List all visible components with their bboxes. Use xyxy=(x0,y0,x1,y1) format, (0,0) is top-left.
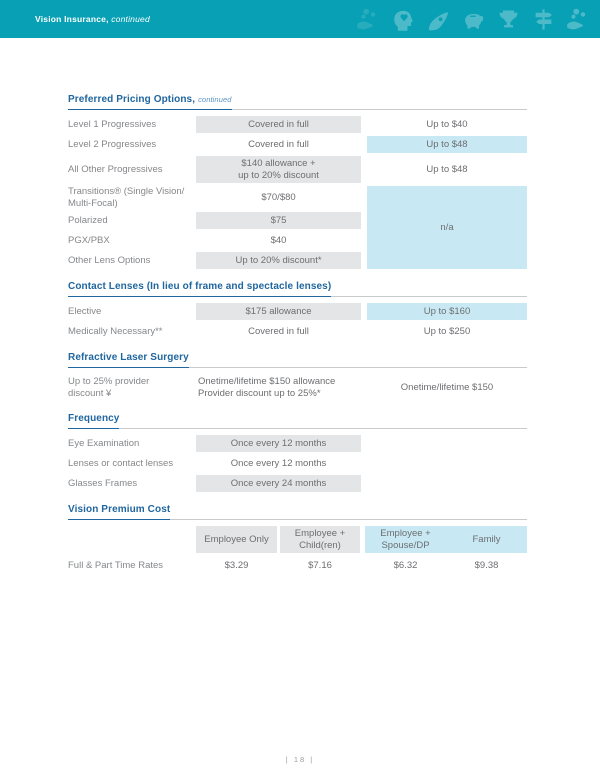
column-header-employee-spouse: Employee + Spouse/DP xyxy=(365,526,446,553)
page-header-title: Vision Insurance, continued xyxy=(35,14,150,24)
rocket-icon[interactable] xyxy=(425,6,452,33)
heading-rule xyxy=(170,504,527,520)
heading-text: Refractive Laser Surgery xyxy=(68,352,189,363)
row-label: PGX/PBX xyxy=(68,234,110,246)
rate-value: $9.38 xyxy=(474,559,499,571)
row-label: Lenses or contact lenses xyxy=(68,457,174,469)
rate-value: $6.32 xyxy=(393,559,418,571)
cell-middle: Onetime/lifetime $150 allowance Provider… xyxy=(198,376,336,399)
cell-middle: Once every 12 months xyxy=(196,435,361,452)
cell-middle: Covered in full xyxy=(248,138,309,150)
rate-value: $7.16 xyxy=(308,559,332,571)
cell-middle: Up to 20% discount* xyxy=(196,252,361,269)
premium-table: Employee Only Employee + Child(ren) Empl… xyxy=(68,526,527,574)
page-header-title-suffix: continued xyxy=(111,14,150,24)
column-header-employee-only: Employee Only xyxy=(196,526,277,553)
cell-middle: $40 xyxy=(270,234,287,246)
heading-rule xyxy=(119,413,527,429)
heading-rule xyxy=(231,94,527,110)
heading-text: Frequency xyxy=(68,413,120,424)
heading-suffix: continued xyxy=(198,95,232,104)
hand-coins-icon[interactable] xyxy=(355,6,382,33)
document-body: Preferred Pricing Options, continued Leve… xyxy=(0,38,527,574)
heading-rule xyxy=(331,281,527,297)
heading-rule xyxy=(188,352,527,368)
na-cell: n/a xyxy=(367,186,527,269)
row-label: Level 1 Progressives xyxy=(68,118,157,130)
cell-middle: Covered in full xyxy=(248,325,309,337)
cell-right: Up to $250 xyxy=(423,325,471,337)
heading-text: Vision Premium Cost xyxy=(68,504,171,515)
cell-right: Up to $48 xyxy=(367,136,527,153)
row-label: Level 2 Progressives xyxy=(68,138,157,150)
section-nav-icons xyxy=(355,6,592,33)
row-label: Medically Necessary** xyxy=(68,325,163,337)
section-heading-contact-lenses: Contact Lenses (In lieu of frame and spe… xyxy=(68,281,527,297)
column-header-family: Family xyxy=(446,526,527,553)
row-label: Other Lens Options xyxy=(68,254,151,266)
cell-middle: $140 allowance + up to 20% discount xyxy=(196,156,361,183)
cell-right: Onetime/lifetime $150 xyxy=(400,381,494,393)
cell-middle: $175 allowance xyxy=(196,303,361,320)
row-label: Up to 25% provider discount ¥ xyxy=(68,376,150,399)
refractive-table: Up to 25% provider discount ¥ Onetime/li… xyxy=(68,374,527,401)
contact-lenses-table: Elective $175 allowance Up to $160 Medic… xyxy=(68,303,527,340)
piggy-bank-icon[interactable] xyxy=(460,6,487,33)
section-heading-frequency: Frequency xyxy=(68,413,527,429)
row-label: Transitions® (Single Vision/ Multi-Focal… xyxy=(68,186,185,209)
cell-right: Up to $40 xyxy=(426,118,468,130)
page-header-title-text: Vision Insurance, xyxy=(35,14,109,24)
row-label: Eye Examination xyxy=(68,437,140,449)
row-label: All Other Progressives xyxy=(68,163,163,175)
page-number: | 18 | xyxy=(285,755,315,764)
head-heart-icon[interactable] xyxy=(390,6,417,33)
cell-right: Up to $48 xyxy=(426,163,468,175)
cell-middle: $75 xyxy=(196,212,361,229)
section-heading-premium: Vision Premium Cost xyxy=(68,504,527,520)
row-label: Polarized xyxy=(68,214,108,226)
cell-middle: Covered in full xyxy=(196,116,361,133)
cell-right: Up to $160 xyxy=(367,303,527,320)
hand-coins-icon[interactable] xyxy=(565,6,592,33)
cell-middle: Once every 12 months xyxy=(230,457,327,469)
rate-value: $3.29 xyxy=(224,559,249,571)
signpost-icon[interactable] xyxy=(530,6,557,33)
section-heading-refractive: Refractive Laser Surgery xyxy=(68,352,527,368)
row-label: Glasses Frames xyxy=(68,477,138,489)
row-label: Full & Part Time Rates xyxy=(68,559,164,571)
row-label: Elective xyxy=(68,305,102,317)
section-heading-preferred-pricing: Preferred Pricing Options, continued xyxy=(68,94,527,110)
heading-text: Preferred Pricing Options, xyxy=(68,94,196,105)
cell-middle: Once every 24 months xyxy=(196,475,361,492)
heading-text: Contact Lenses (In lieu of frame and spe… xyxy=(68,281,332,292)
trophy-icon[interactable] xyxy=(495,6,522,33)
preferred-pricing-table: Level 1 Progressives Covered in full Up … xyxy=(68,116,527,269)
cell-middle: $70/$80 xyxy=(261,191,296,203)
page-header-bar: Vision Insurance, continued xyxy=(0,0,600,38)
column-header-employee-children: Employee + Child(ren) xyxy=(280,526,360,553)
frequency-table: Eye Examination Once every 12 months Len… xyxy=(68,435,527,492)
